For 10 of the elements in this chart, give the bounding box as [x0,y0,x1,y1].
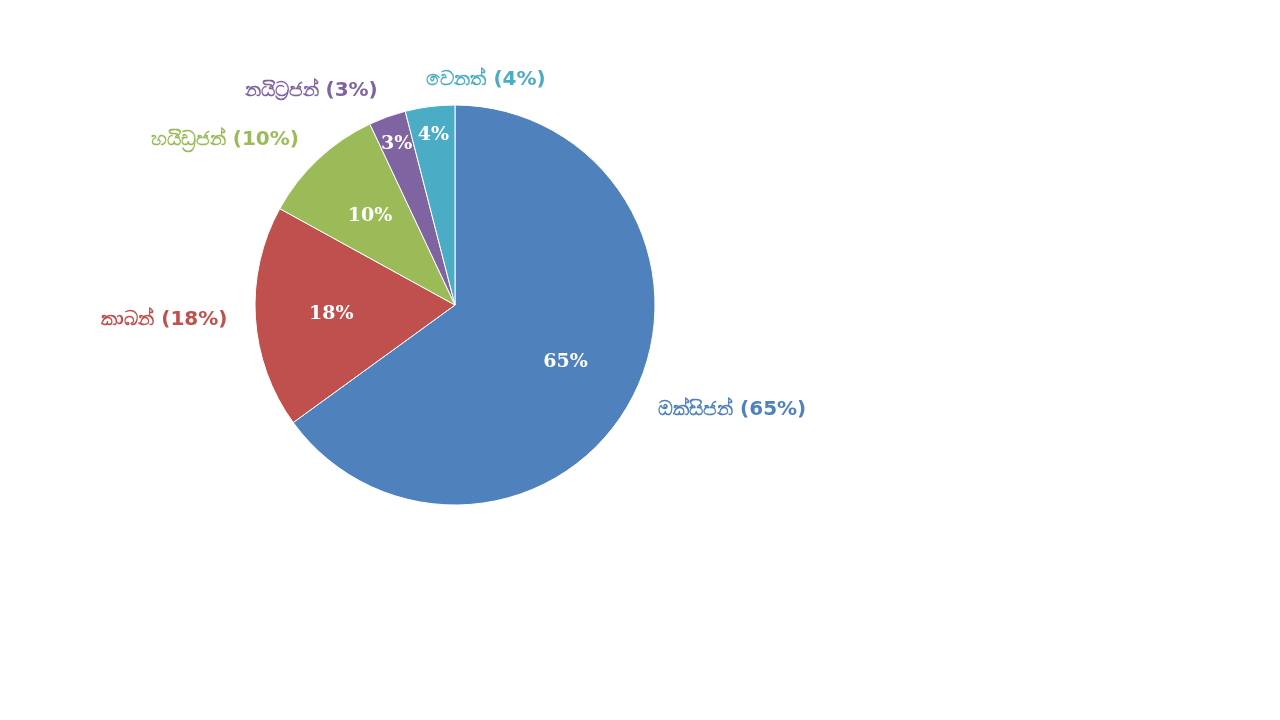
slice-label: ඔක්සිජන් (65%) [658,395,807,420]
data-label: 10% [347,202,393,225]
data-label: 3% [381,131,413,154]
slice-label: කාබන් (18%) [101,306,228,331]
slice-label: වෙනත් (4%) [426,65,546,90]
data-label: 65% [543,349,588,372]
slice-label: නයිට්‍රජන් (3%) [243,77,378,102]
slice-label: හයිඩ්‍රජන් (10%) [150,125,299,153]
data-label: 18% [308,300,354,323]
data-label: 4% [417,122,450,145]
